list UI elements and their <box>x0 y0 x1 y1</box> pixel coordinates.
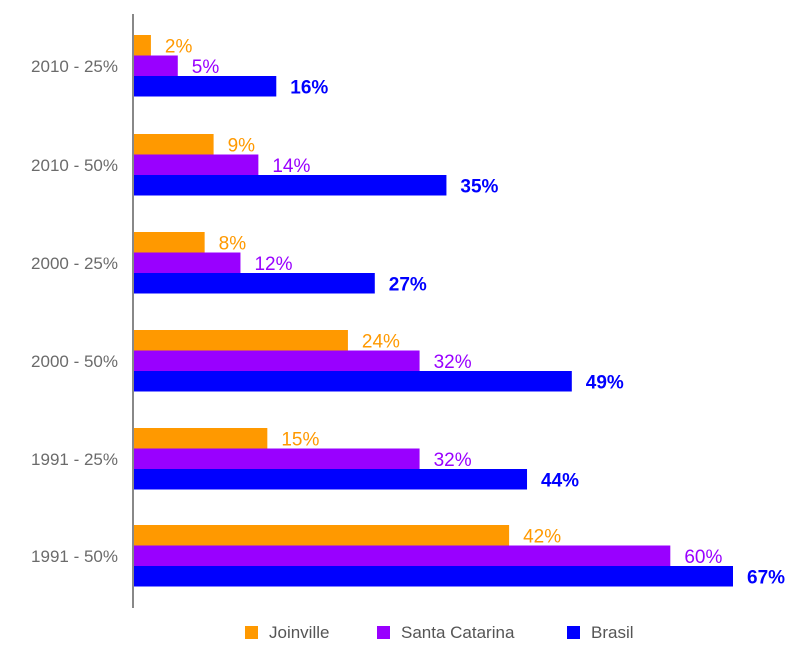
bar-joinville-2000-50 <box>133 330 348 351</box>
bar-santa-catarina-2010-50 <box>133 154 259 175</box>
bar-brasil-1991-50 <box>133 566 733 587</box>
bar-brasil-2000-25 <box>133 273 375 294</box>
value-label-brasil-2000-50: 49% <box>586 373 624 394</box>
bar-santa-catarina-1991-25 <box>133 448 420 469</box>
bar-joinville-1991-50 <box>133 525 510 546</box>
bar-joinville-1991-25 <box>133 428 268 449</box>
value-label-brasil-1991-50: 67% <box>747 568 785 589</box>
category-label-2000-25: 2000 - 25% <box>31 254 118 273</box>
value-label-joinville-1991-25: 15% <box>281 430 319 451</box>
value-label-santa-catarina-2010-25: 5% <box>192 57 220 78</box>
legend-swatch-santa-catarina <box>377 626 390 639</box>
category-label-2010-50: 2010 - 50% <box>31 156 118 175</box>
value-label-santa-catarina-1991-50: 60% <box>684 547 722 568</box>
legend-label-joinville: Joinville <box>269 623 329 642</box>
bar-santa-catarina-1991-50 <box>133 545 671 566</box>
category-label-1991-50: 1991 - 50% <box>31 547 118 566</box>
legend-swatch-brasil <box>567 626 580 639</box>
bar-brasil-1991-25 <box>133 469 528 490</box>
bars-layer <box>133 35 733 587</box>
bar-joinville-2010-50 <box>133 134 214 155</box>
value-label-santa-catarina-2000-50: 32% <box>434 352 472 373</box>
value-label-joinville-2000-50: 24% <box>362 332 400 353</box>
value-label-brasil-2010-25: 16% <box>290 78 328 99</box>
bar-santa-catarina-2010-25 <box>133 55 178 76</box>
category-label-2000-50: 2000 - 50% <box>31 352 118 371</box>
legend-label-santa-catarina: Santa Catarina <box>401 623 515 642</box>
value-label-santa-catarina-2000-25: 12% <box>254 254 292 275</box>
legend-label-brasil: Brasil <box>591 623 634 642</box>
bar-santa-catarina-2000-50 <box>133 350 420 371</box>
bar-santa-catarina-2000-25 <box>133 252 241 273</box>
category-labels-layer: 2010 - 25% 2010 - 50% 2000 - 25% 2000 - 50%… <box>31 57 118 566</box>
value-label-brasil-2000-25: 27% <box>389 275 427 296</box>
bar-brasil-2010-25 <box>133 76 277 97</box>
bar-joinville-2010-25 <box>133 35 151 56</box>
value-label-brasil-1991-25: 44% <box>541 471 579 492</box>
value-label-brasil-2010-50: 35% <box>460 177 498 198</box>
value-label-joinville-2010-25: 2% <box>165 37 193 58</box>
bar-brasil-2010-50 <box>133 175 447 196</box>
bar-brasil-2000-50 <box>133 371 572 392</box>
value-label-santa-catarina-2010-50: 14% <box>272 156 310 177</box>
bar-joinville-2000-25 <box>133 232 205 253</box>
category-label-2010-25: 2010 - 25% <box>31 57 118 76</box>
category-label-1991-25: 1991 - 25% <box>31 450 118 469</box>
value-label-joinville-2010-50: 9% <box>228 136 256 157</box>
legend-swatch-joinville <box>245 626 258 639</box>
value-label-santa-catarina-1991-25: 32% <box>434 450 472 471</box>
value-labels-layer: 2%5% 16% 9% 14% 35% 8% 12% 27% 24% 32% 49% 15% 32% 44… <box>165 37 785 589</box>
value-label-joinville-1991-50: 42% <box>523 527 561 548</box>
value-label-joinville-2000-25: 8% <box>219 234 247 255</box>
legend: Joinville Santa Catarina Brasil <box>245 623 634 642</box>
